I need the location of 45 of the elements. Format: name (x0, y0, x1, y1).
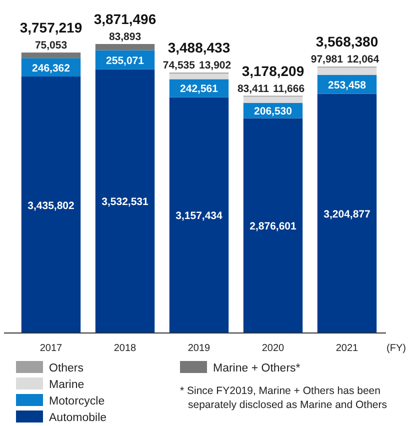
x-axis-title: (FY) (386, 343, 406, 354)
data-label: 11,666 (273, 82, 305, 95)
data-label: 13,902 (199, 60, 232, 72)
x-tick-label: 2017 (40, 343, 63, 354)
data-label: 83,893 (108, 31, 142, 43)
bar (317, 68, 377, 75)
total-label: 3,568,380 (316, 34, 378, 50)
bar (95, 44, 155, 50)
legend-label: Motorcycle (49, 396, 105, 408)
x-tick-label: 2019 (188, 343, 211, 354)
legend-label: Marine + Others* (213, 362, 301, 374)
bar (95, 69, 155, 333)
data-label: 3,532,531 (102, 196, 149, 208)
bar (243, 118, 303, 333)
legend-label: Automobile (49, 412, 107, 424)
data-label: 3,204,877 (324, 208, 371, 220)
bar (21, 52, 81, 58)
bar (169, 97, 229, 333)
legend-label: Marine (49, 379, 84, 391)
total-label: 3,178,209 (242, 62, 304, 79)
x-tick-label: 2020 (262, 343, 285, 354)
bar (21, 76, 81, 333)
legend-label: Others (49, 362, 84, 374)
data-label: 83,411 (237, 82, 270, 95)
data-label: 74,535 (162, 60, 196, 72)
x-tick-label: 2018 (114, 343, 137, 354)
data-label: 2,876,601 (250, 220, 297, 233)
bar (169, 74, 229, 80)
bar (317, 94, 377, 333)
data-label: 253,458 (328, 79, 366, 92)
data-label: 3,157,434 (176, 210, 223, 222)
data-label: 242,561 (180, 83, 218, 96)
total-label: 3,757,219 (20, 20, 82, 36)
total-label: 3,488,433 (168, 40, 230, 56)
bar (243, 96, 303, 103)
data-label: 97,981 (310, 54, 344, 66)
data-label: 255,071 (106, 54, 144, 67)
data-label: 206,530 (254, 106, 292, 118)
data-label: 75,053 (34, 40, 68, 52)
total-label: 3,871,496 (94, 11, 156, 27)
data-label: 12,064 (347, 54, 380, 66)
text: * Since FY2019, Marine + Others has been separately disclosed as Marine and Others (180, 385, 388, 411)
x-tick-label: 2021 (336, 343, 359, 354)
data-label: 3,435,802 (28, 200, 75, 212)
data-label: 246,362 (32, 62, 70, 74)
